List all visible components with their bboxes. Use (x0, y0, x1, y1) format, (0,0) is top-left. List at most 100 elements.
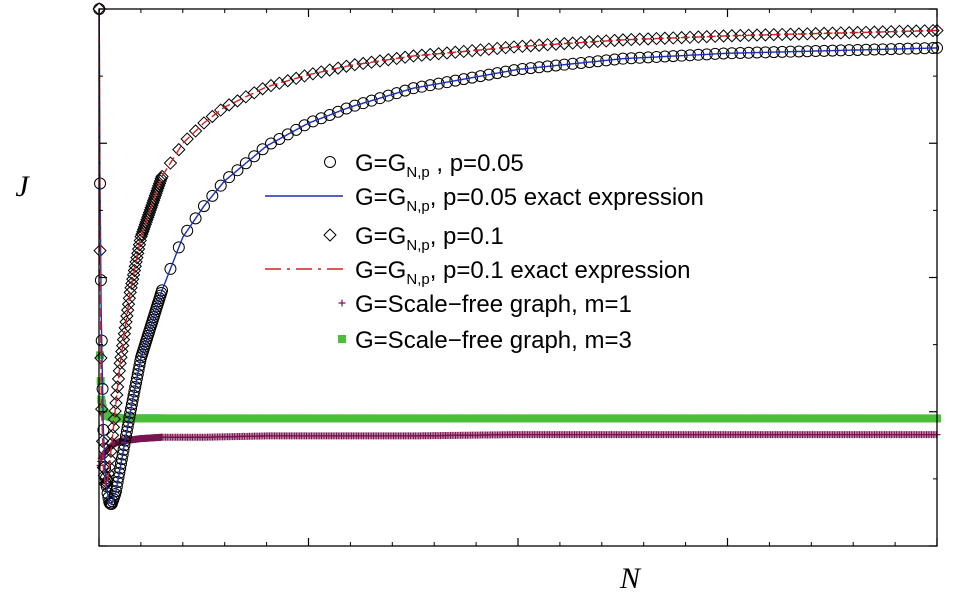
legend-entry-2: G=GN,p, p=0.05 exact expression (265, 184, 704, 215)
series-marker (264, 78, 278, 93)
series-line (98, 8, 938, 506)
legend-label: G=Scale−free graph, m=3 (355, 327, 632, 354)
series-marker (164, 262, 177, 275)
series-marker (382, 89, 395, 102)
series-line (98, 8, 937, 489)
series-marker (390, 87, 403, 100)
series-marker (104, 444, 118, 459)
series-marker (96, 351, 105, 360)
series-marker (206, 189, 219, 202)
series-marker (141, 210, 155, 224)
series-marker (272, 76, 287, 90)
series-marker (143, 203, 158, 217)
legend-label: G=GN,p , p=0.05 (355, 150, 524, 181)
series-3 (92, 2, 944, 492)
series-2 (98, 8, 938, 506)
series-marker (141, 208, 156, 222)
series-marker (499, 65, 512, 78)
legend-label-subscript: N,p (406, 164, 429, 181)
legend-label: G=GN,p, p=0.05 exact expression (355, 184, 704, 215)
series-marker (121, 297, 136, 311)
series-marker (163, 156, 178, 170)
series-marker (365, 94, 378, 107)
y-axis-title: J (15, 170, 30, 203)
series-5 (96, 431, 941, 469)
series-marker (248, 150, 261, 163)
series-marker (491, 67, 504, 80)
series-marker (112, 471, 125, 484)
series-marker (306, 67, 320, 81)
legend-label: G=GN,p, p=0.1 exact expression (355, 257, 691, 288)
legend-swatch-marker (323, 228, 337, 242)
series-marker (134, 355, 147, 368)
series-layer (92, 2, 944, 510)
legend-entry-4: G=GN,p, p=0.1 exact expression (265, 257, 691, 288)
series-marker (110, 480, 123, 493)
series-marker (466, 71, 479, 84)
series-marker (348, 99, 361, 112)
series-marker (381, 53, 396, 67)
series-marker (146, 193, 161, 208)
series-marker (150, 184, 164, 198)
series-marker (154, 171, 168, 186)
series-marker (364, 55, 379, 69)
series-marker (115, 338, 130, 353)
series-marker (399, 84, 412, 97)
legend-label-part: G=Scale−free graph, m=1 (355, 291, 632, 318)
series-marker (147, 191, 162, 205)
series-marker (145, 198, 159, 212)
series-marker (123, 411, 136, 424)
series-marker (197, 200, 210, 213)
series-marker (113, 356, 127, 370)
series-4 (98, 8, 937, 489)
series-marker (482, 68, 495, 81)
series-marker (100, 473, 115, 487)
series-marker (118, 439, 131, 452)
series-marker (106, 420, 121, 434)
series-marker (125, 402, 138, 415)
series-marker (156, 284, 169, 297)
series-marker (247, 86, 261, 100)
series-marker (146, 196, 160, 210)
series-marker (256, 143, 269, 156)
series-marker (223, 171, 236, 184)
series-marker (139, 215, 153, 229)
series-marker (508, 64, 521, 77)
series-marker (120, 303, 135, 317)
series-marker (331, 61, 345, 75)
series-marker (152, 179, 166, 193)
series-marker (110, 380, 125, 394)
series-marker (181, 224, 194, 237)
series-marker (180, 132, 194, 146)
series-marker (137, 220, 152, 234)
series-marker (130, 372, 143, 385)
legend-label: G=GN,p, p=0.1 (355, 223, 504, 254)
series-marker (114, 457, 127, 470)
legend-label-subscript: N,p (406, 237, 429, 254)
series-marker (357, 97, 370, 110)
series-marker (142, 205, 157, 220)
legend-swatch-marker (324, 156, 336, 168)
series-marker (297, 69, 312, 83)
series-marker (153, 174, 168, 188)
legend-entry-6: G=Scale−free graph, m=3 (338, 327, 632, 354)
series-marker (149, 186, 163, 200)
tick-layer (98, 8, 938, 547)
series-marker (138, 217, 153, 232)
series-marker (109, 485, 122, 498)
series-marker (407, 82, 420, 95)
series-marker (128, 385, 141, 398)
series-marker (197, 116, 211, 130)
series-marker (122, 416, 135, 429)
series-marker (172, 241, 185, 254)
series-marker (121, 420, 134, 433)
series-marker (120, 429, 133, 442)
series-marker (117, 327, 132, 341)
legend-label-part: G=G (355, 184, 406, 211)
legend-swatch-marker (338, 299, 346, 307)
series-marker (136, 222, 151, 237)
series-marker (188, 124, 203, 138)
legend-entry-1: G=GN,p , p=0.05 (324, 150, 524, 181)
series-marker (348, 58, 362, 72)
